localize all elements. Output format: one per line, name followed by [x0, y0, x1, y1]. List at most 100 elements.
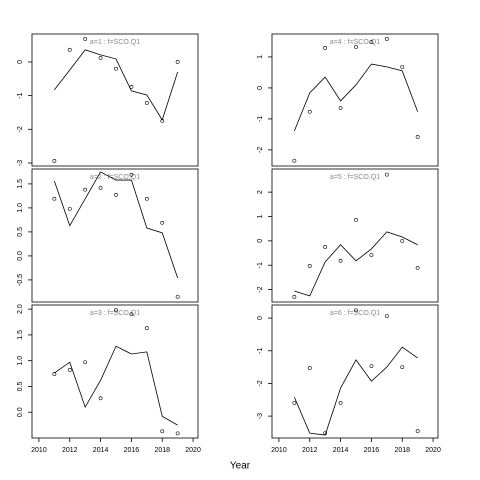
- panel-frame: [271, 168, 439, 303]
- x-tick-label: 2020: [185, 447, 201, 454]
- data-point: [323, 431, 328, 435]
- panel-title: a=1 : f=SCO.Q1: [90, 39, 140, 46]
- y-tick-label: -1: [257, 116, 264, 122]
- data-point: [52, 159, 57, 163]
- x-tick-label: 2016: [364, 447, 380, 454]
- data-point: [144, 196, 149, 201]
- series-line: [53, 171, 179, 279]
- y-tick-label: 0: [257, 316, 264, 320]
- data-point: [52, 196, 57, 201]
- data-point: [114, 66, 118, 71]
- y-tick-label: 1: [257, 55, 264, 59]
- data-point: [400, 238, 405, 243]
- data-point: [415, 134, 420, 139]
- y-tick-label: 1: [257, 214, 264, 218]
- x-tick-label: 2014: [333, 447, 349, 454]
- x-tick-label: 2010: [271, 447, 287, 454]
- data-point: [354, 45, 358, 49]
- data-point: [323, 245, 328, 249]
- data-point: [292, 294, 297, 299]
- data-point: [415, 429, 420, 434]
- data-point: [129, 172, 134, 177]
- panel-title: a=4 : f=SCO.Q1: [330, 39, 380, 46]
- data-point: [52, 372, 57, 376]
- data-point: [307, 366, 312, 370]
- panel-frame: [271, 33, 439, 167]
- y-tick-label: 0.5: [17, 227, 24, 237]
- data-point: [144, 101, 149, 105]
- data-point: [67, 47, 72, 52]
- series-line: [54, 49, 179, 121]
- y-tick-label: 1.5: [17, 179, 24, 189]
- y-tick-label: -1: [257, 348, 264, 354]
- y-tick-label: 0: [257, 86, 264, 90]
- data-point: [384, 37, 389, 41]
- x-tick-label: 2018: [154, 447, 170, 454]
- y-tick-label: 0.0: [17, 407, 24, 417]
- panel-frame: [31, 168, 199, 303]
- data-point: [83, 360, 88, 365]
- data-point: [384, 172, 389, 177]
- data-point: [354, 308, 358, 313]
- data-point: [160, 429, 165, 434]
- y-tick-label: -3: [257, 413, 264, 419]
- data-point: [292, 158, 297, 163]
- y-tick-label: 1.5: [17, 330, 24, 340]
- y-tick-label: 1.0: [17, 356, 24, 366]
- data-point: [129, 312, 134, 317]
- series-line: [293, 63, 419, 132]
- data-point: [98, 56, 103, 60]
- data-point: [323, 46, 328, 50]
- data-point: [338, 258, 343, 263]
- data-point: [307, 264, 312, 268]
- series-line: [54, 345, 178, 426]
- x-tick-label: 2020: [425, 447, 441, 454]
- y-tick-label: 1.0: [17, 203, 24, 213]
- panel-title: a=5 : f=SCO.Q1: [330, 174, 380, 181]
- data-point: [307, 109, 312, 114]
- data-point: [114, 308, 118, 313]
- panel-frame: [271, 304, 439, 439]
- x-tick-label: 2018: [394, 447, 410, 454]
- panel-frame: [31, 33, 199, 167]
- panel-title: a=6 : f=SCO.Q1: [330, 310, 380, 317]
- data-point: [114, 193, 118, 197]
- data-point: [175, 294, 180, 299]
- y-tick-label: -2: [17, 126, 24, 132]
- data-point: [175, 431, 180, 436]
- y-tick-label: 0: [17, 60, 24, 64]
- data-point: [160, 220, 165, 225]
- x-tick-label: 2014: [93, 447, 109, 454]
- y-tick-label: -2: [257, 380, 264, 386]
- data-point: [338, 401, 343, 405]
- data-point: [160, 118, 165, 123]
- panel-title: a=2 : f=SCO.Q1: [90, 174, 140, 181]
- data-point: [369, 253, 374, 257]
- y-tick-label: -0.5: [17, 274, 24, 286]
- y-tick-label: 2: [257, 190, 264, 194]
- series-line: [293, 346, 418, 436]
- data-point: [292, 401, 297, 405]
- data-point: [338, 106, 343, 110]
- y-tick-label: -1: [17, 92, 24, 98]
- y-tick-label: -3: [17, 160, 24, 166]
- y-tick-label: 2.0: [17, 304, 24, 314]
- data-point: [369, 40, 374, 44]
- panel-frame: [31, 304, 199, 439]
- data-point: [144, 326, 149, 331]
- y-tick-label: 0: [257, 239, 264, 243]
- data-point: [384, 314, 389, 319]
- x-tick-label: 2012: [62, 447, 78, 454]
- data-point: [129, 84, 134, 89]
- data-point: [67, 368, 72, 372]
- data-point: [354, 218, 358, 222]
- x-tick-label: 2010: [31, 447, 47, 454]
- y-tick-label: -2: [257, 147, 264, 153]
- data-point: [98, 185, 103, 190]
- panel-title: a=3 : f=SCO.Q1: [90, 310, 140, 317]
- x-tick-label: 2016: [124, 447, 140, 454]
- data-point: [400, 64, 405, 69]
- data-point: [67, 206, 72, 211]
- x-axis-label: Year: [230, 461, 251, 472]
- series-line: [294, 231, 418, 297]
